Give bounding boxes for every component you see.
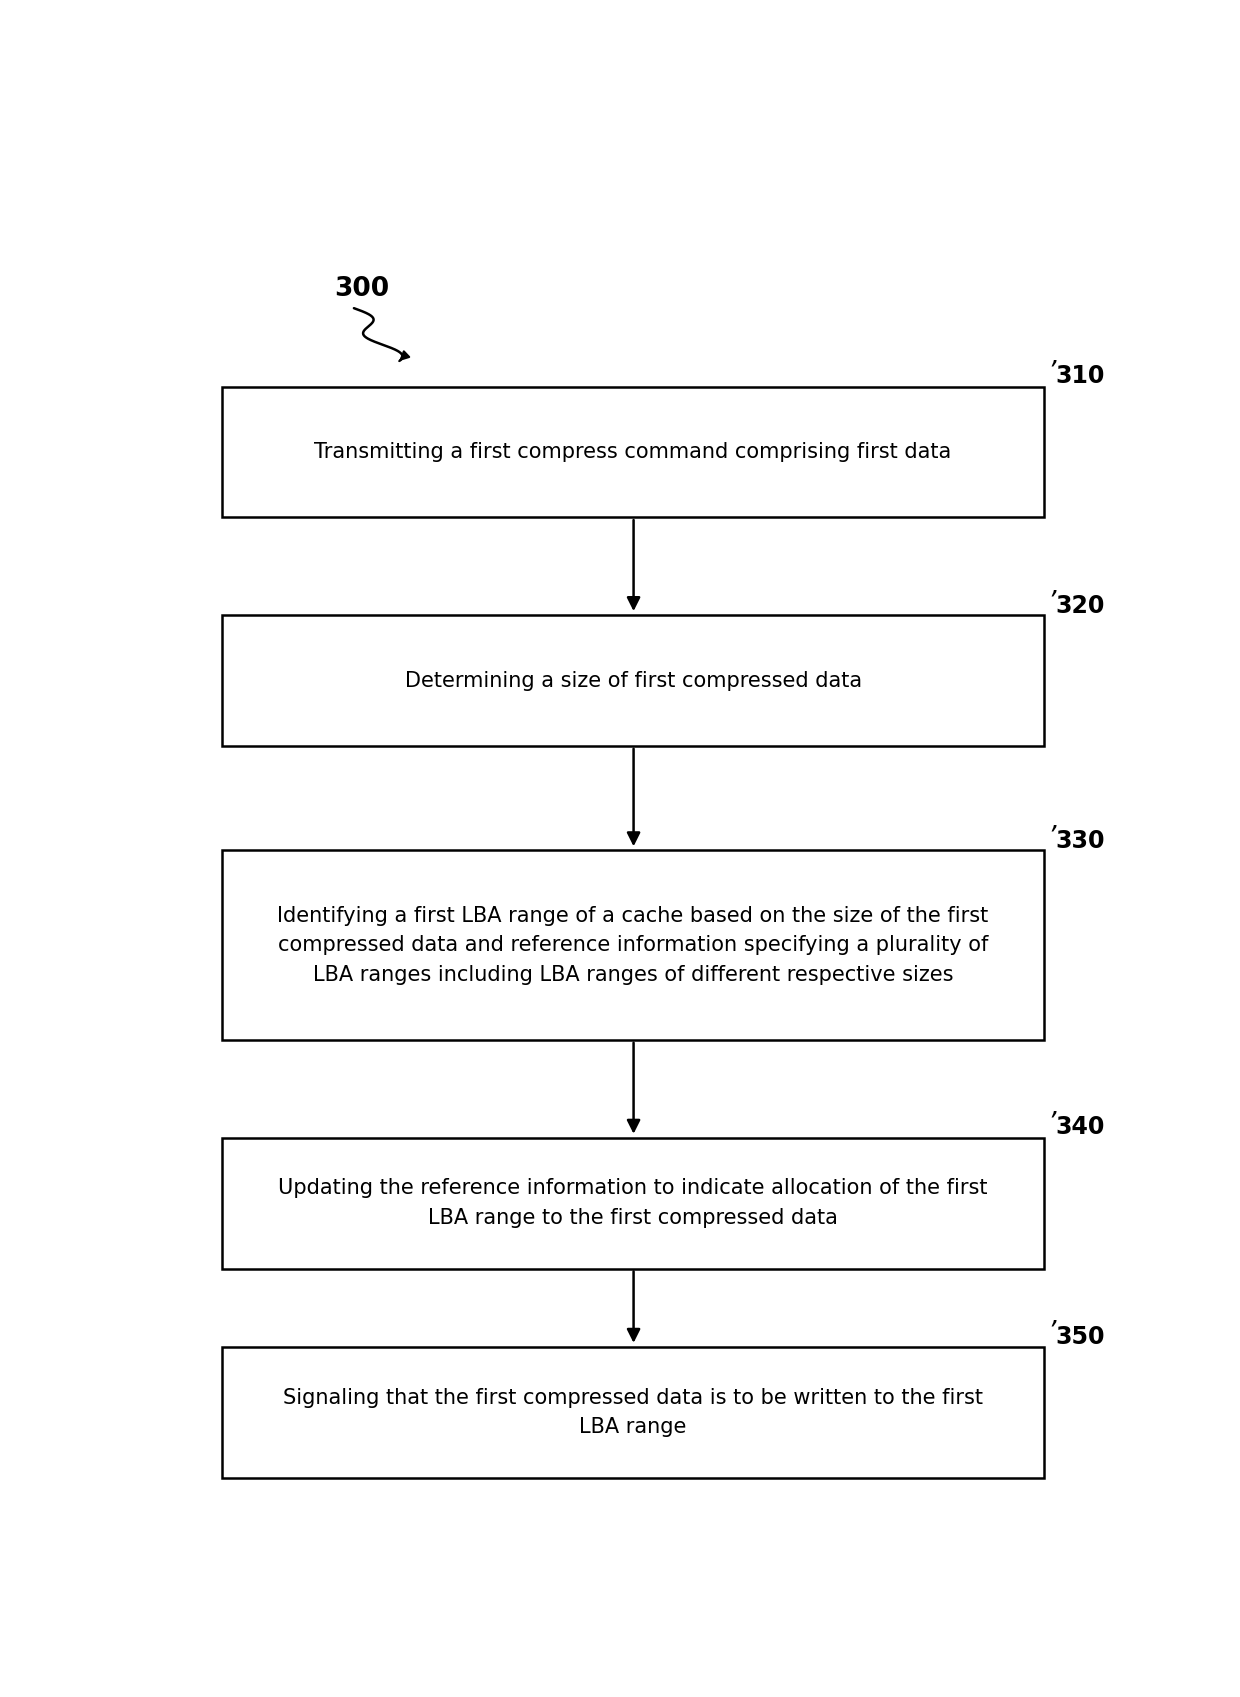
- FancyBboxPatch shape: [222, 616, 1044, 747]
- Text: Signaling that the first compressed data is to be written to the first
LBA range: Signaling that the first compressed data…: [283, 1388, 983, 1437]
- Text: ’: ’: [1048, 589, 1055, 616]
- FancyBboxPatch shape: [222, 387, 1044, 518]
- Text: 310: 310: [1055, 365, 1105, 389]
- Text: ’: ’: [1048, 1110, 1055, 1137]
- Text: 320: 320: [1055, 594, 1105, 618]
- Text: ’: ’: [1048, 360, 1055, 385]
- FancyBboxPatch shape: [222, 1347, 1044, 1478]
- Text: 340: 340: [1055, 1115, 1105, 1139]
- Text: ’: ’: [1048, 825, 1055, 850]
- Text: Updating the reference information to indicate allocation of the first
LBA range: Updating the reference information to in…: [278, 1178, 988, 1229]
- FancyBboxPatch shape: [222, 850, 1044, 1040]
- Text: ’: ’: [1048, 1320, 1055, 1346]
- Text: Identifying a first LBA range of a cache based on the size of the first
compress: Identifying a first LBA range of a cache…: [278, 906, 988, 984]
- Text: Transmitting a first compress command comprising first data: Transmitting a first compress command co…: [315, 441, 952, 462]
- FancyBboxPatch shape: [222, 1139, 1044, 1269]
- Text: Determining a size of first compressed data: Determining a size of first compressed d…: [404, 670, 862, 691]
- Text: 350: 350: [1055, 1325, 1105, 1349]
- Text: 300: 300: [334, 275, 389, 302]
- Text: 330: 330: [1055, 830, 1105, 854]
